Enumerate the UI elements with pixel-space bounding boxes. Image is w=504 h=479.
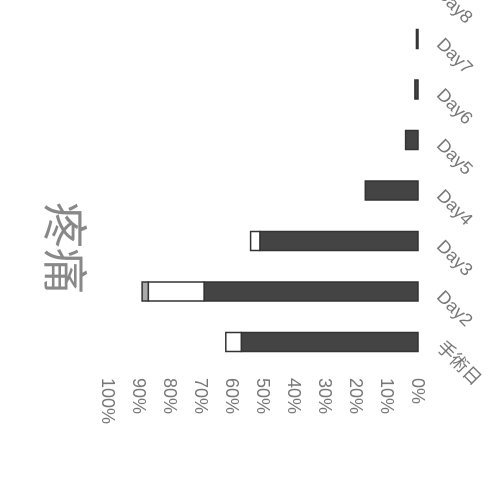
bar-segment <box>259 230 419 252</box>
tick-label: 90% <box>129 378 149 414</box>
bar-segment <box>249 230 261 252</box>
tick-label: 50% <box>253 378 273 414</box>
category-label: Day3 <box>433 236 477 280</box>
category-label: Day4 <box>433 185 477 229</box>
tick-label: 100% <box>98 378 118 424</box>
bar-segment <box>225 331 243 353</box>
chart-title: 疼痛 <box>38 202 90 294</box>
bar-segment <box>414 79 419 100</box>
bar-segment <box>364 180 419 201</box>
category-label: Day6 <box>433 84 477 128</box>
category-label: Day8 <box>433 0 477 27</box>
category-label: Day7 <box>433 34 477 78</box>
tick-label: 40% <box>284 378 304 414</box>
tick-label: 70% <box>191 378 211 414</box>
tick-label: 0% <box>408 378 428 404</box>
category-label: Day2 <box>433 286 477 330</box>
tick-label: 80% <box>160 378 180 414</box>
category-label: Day5 <box>433 135 477 179</box>
bar-segment <box>141 281 150 302</box>
tick-label: 30% <box>315 378 335 414</box>
bar-segment <box>415 28 419 50</box>
tick-label: 20% <box>346 378 366 414</box>
bar-segment <box>147 281 205 302</box>
bar-segment <box>203 281 419 302</box>
tick-label: 10% <box>377 378 397 414</box>
bar-segment <box>240 331 419 353</box>
category-label: 手術日 <box>433 337 485 389</box>
bar-segment <box>404 129 419 151</box>
tick-label: 60% <box>222 378 242 414</box>
